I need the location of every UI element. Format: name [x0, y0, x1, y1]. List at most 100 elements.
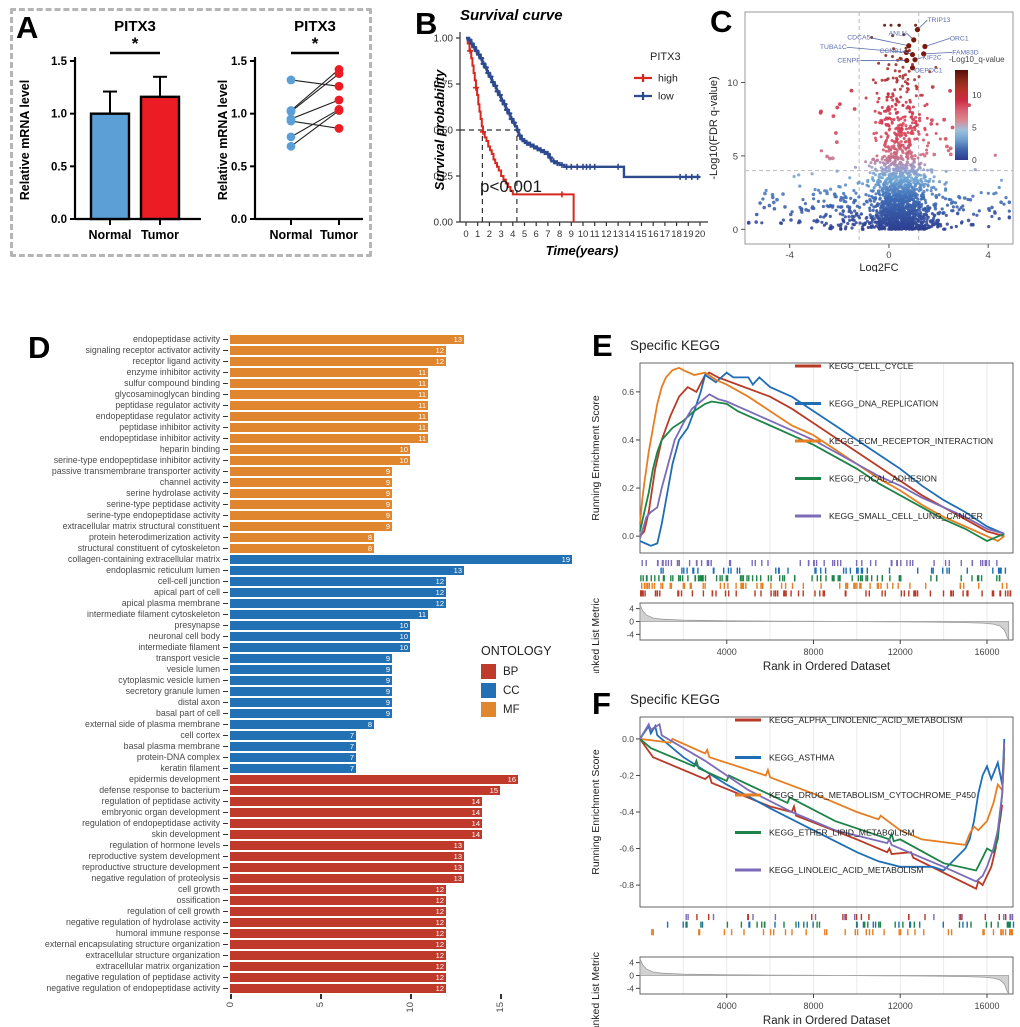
go-term-label: extracellular matrix organization [95, 962, 220, 971]
go-row: peptidase regulator activity 11 [16, 400, 582, 411]
go-term-label: ossification [176, 896, 220, 905]
go-bar-value: 9 [385, 698, 390, 707]
go-axis-tick [223, 393, 228, 396]
go-term-label: receptor ligand activity [132, 357, 220, 366]
ontology-legend-title: ONTOLOGY [481, 644, 552, 658]
go-term-label: embryonic organ development [101, 808, 220, 817]
go-bar-cc: 8 [230, 720, 374, 729]
svg-text:KEGG_ASTHMA: KEGG_ASTHMA [769, 753, 835, 763]
svg-text:KEGG_ECM_RECEPTOR_INTERACTION: KEGG_ECM_RECEPTOR_INTERACTION [829, 436, 993, 446]
go-axis-tick [223, 965, 228, 968]
go-bar-cc: 9 [230, 687, 392, 696]
svg-text:TUBA1C: TUBA1C [820, 44, 847, 51]
go-axis-tick [223, 338, 228, 341]
go-bar-value: 12 [435, 907, 444, 916]
panel-label-c: C [710, 4, 733, 39]
go-term-label: external encapsulating structure organiz… [44, 940, 220, 949]
svg-text:0.5: 0.5 [51, 161, 68, 173]
volcano-points [746, 23, 1012, 231]
svg-text:10: 10 [727, 78, 738, 89]
go-bar-value: 12 [435, 918, 444, 927]
go-row: negative regulation of hydrolase activit… [16, 917, 582, 928]
svg-text:4000: 4000 [717, 647, 737, 657]
go-term-label: endoplasmic reticulum lumen [106, 566, 220, 575]
svg-text:16: 16 [648, 229, 659, 240]
go-bar-value: 13 [453, 335, 462, 344]
svg-text:Running Enrichment Score: Running Enrichment Score [590, 395, 602, 521]
go-axis-tick [223, 580, 228, 583]
go-axis-tick [223, 371, 228, 374]
legend-item-bp: BP [481, 664, 552, 679]
go-bar-value: 10 [399, 621, 408, 630]
go-axis-tick [223, 690, 228, 693]
go-bar-value: 9 [385, 500, 390, 509]
go-bar-value: 7 [349, 742, 354, 751]
go-row: receptor ligand activity 12 [16, 356, 582, 367]
go-bar-rows: endopeptidase activity 13 signaling recept… [16, 334, 582, 994]
go-row: channel activity 9 [16, 477, 582, 488]
svg-text:Ranked List Metric: Ranked List Metric [590, 952, 602, 1027]
go-axis-tick [223, 591, 228, 594]
svg-text:KEGG_DRUG_METABOLISM_CYTOCHROM: KEGG_DRUG_METABOLISM_CYTOCHROME_P450 [769, 790, 976, 800]
go-axis-tick [223, 877, 228, 880]
go-axis-tick [223, 349, 228, 352]
go-term-label: presynapse [174, 621, 220, 630]
go-term-label: regulation of peptidase activity [101, 797, 220, 806]
go-bar-cc: 7 [230, 753, 356, 762]
go-row: basal part of cell 9 [16, 708, 582, 719]
go-term-label: protein-DNA complex [136, 753, 220, 762]
svg-text:-4: -4 [785, 250, 793, 261]
svg-text:0.50: 0.50 [434, 126, 454, 137]
go-bar-value: 8 [367, 544, 372, 553]
go-row: reproductive structure development 13 [16, 862, 582, 873]
go-term-label: endopeptidase activity [132, 335, 220, 344]
go-bar-bp: 13 [230, 852, 464, 861]
panel-e-gsea-chart: Specific KEGG 0.0 0.2 0.4 0.6 4 0 -4 4000 8000 120… [590, 338, 1014, 673]
go-row: cell cortex 7 [16, 730, 582, 741]
go-axis-tick [223, 833, 228, 836]
go-axis-tick [223, 723, 228, 726]
go-row: endoplasmic reticulum lumen 13 [16, 565, 582, 576]
volcano-colorbar: -Log10_q-value 10 5 0 [949, 55, 1005, 165]
svg-text:Ranked List Metric: Ranked List Metric [590, 598, 602, 673]
svg-text:1.5: 1.5 [231, 56, 248, 68]
go-bar-value: 11 [418, 610, 426, 619]
svg-text:6: 6 [534, 229, 539, 240]
go-row: apical plasma membrane 12 [16, 598, 582, 609]
go-term-label: transport vesicle [155, 654, 220, 663]
go-bar-bp: 14 [230, 830, 482, 839]
svg-text:Tumor: Tumor [141, 228, 179, 242]
bp-swatch [481, 664, 496, 679]
svg-text:0.4: 0.4 [622, 435, 634, 445]
svg-text:FAM83D: FAM83D [952, 49, 979, 56]
go-axis-tick [223, 767, 228, 770]
svg-text:0.0: 0.0 [231, 214, 247, 226]
go-bar-value: 7 [349, 753, 354, 762]
svg-text:11: 11 [590, 229, 600, 240]
svg-text:10: 10 [972, 90, 982, 100]
go-bar-value: 12 [435, 599, 444, 608]
svg-text:5: 5 [733, 151, 738, 162]
svg-text:ANLN: ANLN [889, 30, 907, 37]
svg-text:0.5: 0.5 [231, 161, 248, 173]
svg-text:0: 0 [733, 225, 738, 236]
go-term-label: passive transmembrane transporter activi… [51, 467, 220, 476]
go-bar-bp: 12 [230, 929, 446, 938]
go-row: regulation of peptidase activity 14 [16, 796, 582, 807]
go-term-label: external side of plasma membrane [85, 720, 220, 729]
go-bar-mf: 9 [230, 500, 392, 509]
normal-point [286, 141, 296, 151]
go-bar-value: 11 [418, 390, 426, 399]
svg-text:TRIP13: TRIP13 [927, 17, 950, 24]
go-bar-cc: 9 [230, 676, 392, 685]
legend-item-cc: CC [481, 683, 552, 698]
go-row: serine-type endopeptidase activity 9 [16, 510, 582, 521]
svg-text:0: 0 [629, 617, 634, 627]
svg-text:0.00: 0.00 [434, 218, 454, 229]
go-axis-tick [223, 910, 228, 913]
svg-text:1.0: 1.0 [231, 109, 247, 121]
go-axis-tick [223, 525, 228, 528]
gsea-plot: Specific KEGG 0.0 0.2 0.4 0.6 4 0 -4 4000 8000 120… [590, 338, 1014, 673]
go-bar-value: 9 [385, 522, 390, 531]
go-term-label: humoral immune response [115, 929, 220, 938]
